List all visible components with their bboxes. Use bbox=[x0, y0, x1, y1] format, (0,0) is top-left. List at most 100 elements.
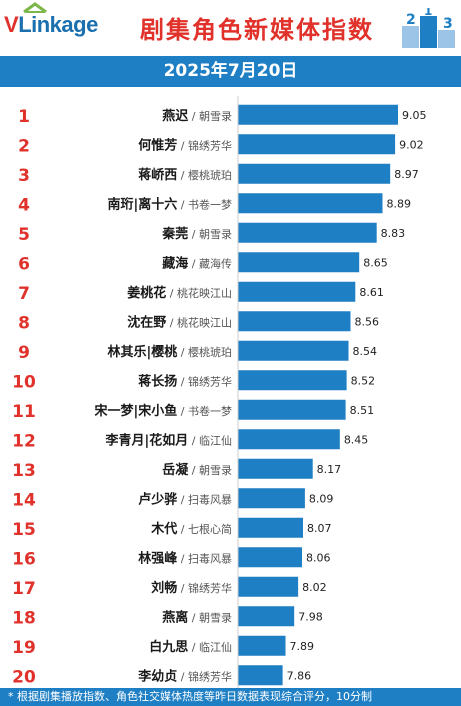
drama-name: / 朝雪录 bbox=[188, 611, 232, 624]
role-name: 秦莞 bbox=[161, 226, 188, 242]
value-label: 8.17 bbox=[317, 463, 342, 476]
rank-number: 1 bbox=[18, 107, 30, 127]
role-name: 宋一梦|宋小鱼 bbox=[94, 403, 178, 419]
value-label: 8.51 bbox=[350, 404, 375, 417]
role-label: 刘畅 / 锦绣芳华 bbox=[151, 580, 232, 596]
logo-envelope-icon bbox=[23, 2, 47, 14]
svg-text:2: 2 bbox=[406, 12, 416, 28]
role-name: 李幼贞 bbox=[137, 668, 177, 684]
bar bbox=[238, 488, 305, 509]
drama-name: / 锦绣芳华 bbox=[177, 374, 232, 388]
bar bbox=[238, 458, 313, 479]
role-label: 南珩|离十六 / 书卷一梦 bbox=[108, 196, 232, 212]
value-label: 9.02 bbox=[399, 138, 424, 151]
drama-name: / 樱桃琥珀 bbox=[177, 168, 232, 182]
bar bbox=[238, 104, 398, 125]
bar bbox=[238, 635, 286, 656]
value-label: 8.07 bbox=[307, 522, 332, 535]
footnote-text: * 根据剧集播放指数、角色社交媒体热度等昨日数据表现综合评分，10分制 bbox=[8, 690, 372, 703]
role-name: 白九思 bbox=[149, 639, 188, 655]
role-label: 卢少骅 / 扫毒风暴 bbox=[138, 491, 232, 507]
svg-text:1: 1 bbox=[424, 8, 432, 18]
role-label: 林其乐|樱桃 / 樱桃琥珀 bbox=[108, 344, 232, 360]
role-name: 刘畅 bbox=[151, 580, 177, 596]
bar bbox=[238, 281, 356, 302]
drama-name: / 锦绣芳华 bbox=[177, 581, 232, 595]
rank-number: 4 bbox=[18, 195, 30, 215]
role-name: 岳凝 bbox=[162, 462, 189, 478]
role-name: 林其乐|樱桃 bbox=[108, 344, 178, 360]
bar bbox=[238, 370, 347, 391]
rank-number: 15 bbox=[12, 520, 36, 540]
rank-number: 20 bbox=[12, 667, 36, 687]
drama-name: / 锦绣芳华 bbox=[177, 669, 232, 683]
role-name: 林强峰 bbox=[138, 550, 178, 566]
rank-number: 7 bbox=[18, 284, 30, 304]
value-label: 8.97 bbox=[394, 168, 419, 181]
header: VLinkage 剧集角色新媒体指数 2 1 3 bbox=[0, 0, 461, 56]
drama-name: / 书卷一梦 bbox=[177, 404, 232, 418]
value-label: 8.83 bbox=[381, 227, 406, 240]
logo-v: V bbox=[4, 12, 19, 37]
logo-text: Linkage bbox=[18, 12, 98, 37]
value-label: 7.98 bbox=[298, 610, 323, 623]
role-name: 南珩|离十六 bbox=[108, 196, 178, 212]
drama-name: / 扫毒风暴 bbox=[177, 552, 232, 565]
rank-number: 14 bbox=[12, 490, 36, 510]
rank-number: 19 bbox=[12, 638, 36, 658]
role-label: 沈在野 / 桃花映江山 bbox=[127, 314, 232, 330]
bar bbox=[238, 429, 340, 450]
bar bbox=[238, 576, 299, 597]
role-label: 藏海 / 藏海传 bbox=[162, 255, 232, 271]
role-label: 蒋长扬 / 锦绣芳华 bbox=[138, 373, 232, 389]
role-label: 燕迟 / 朝雪录 bbox=[162, 108, 232, 124]
role-label: 岳凝 / 朝雪录 bbox=[162, 462, 232, 478]
page-title: 剧集角色新媒体指数 bbox=[140, 16, 374, 44]
rank-number: 18 bbox=[12, 608, 36, 628]
logo: VLinkage bbox=[4, 12, 98, 38]
rank-number: 11 bbox=[12, 402, 36, 422]
role-label: 秦莞 / 朝雪录 bbox=[161, 226, 232, 242]
role-label: 林强峰 / 扫毒风暴 bbox=[138, 550, 232, 566]
role-name: 燕迟 bbox=[162, 108, 188, 124]
rank-number: 5 bbox=[18, 225, 30, 245]
value-label: 8.09 bbox=[309, 492, 334, 505]
value-label: 8.54 bbox=[353, 345, 378, 358]
bar bbox=[238, 340, 349, 361]
role-name: 藏海 bbox=[162, 255, 188, 271]
value-label: 9.05 bbox=[402, 109, 427, 122]
value-label: 8.65 bbox=[363, 256, 388, 269]
rank-number: 16 bbox=[12, 549, 36, 569]
role-label: 李青月|花如月 / 临江仙 bbox=[105, 432, 232, 448]
bar bbox=[238, 193, 383, 214]
value-label: 8.52 bbox=[351, 374, 376, 387]
rank-number: 2 bbox=[18, 136, 30, 156]
drama-name: / 藏海传 bbox=[188, 256, 232, 270]
date-bar: 2025年7月20日 bbox=[0, 56, 461, 87]
role-label: 宋一梦|宋小鱼 / 书卷一梦 bbox=[94, 403, 232, 419]
drama-name: / 临江仙 bbox=[188, 433, 232, 447]
bar bbox=[238, 311, 351, 332]
bar bbox=[238, 665, 283, 686]
drama-name: / 七根心简 bbox=[177, 522, 232, 536]
role-label: 木代 / 七根心简 bbox=[150, 521, 232, 537]
value-label: 8.89 bbox=[386, 197, 411, 210]
drama-name: / 朝雪录 bbox=[188, 228, 232, 241]
role-label: 蒋峤西 / 樱桃琥珀 bbox=[138, 167, 232, 183]
bar bbox=[238, 252, 360, 273]
bar bbox=[238, 222, 377, 243]
role-name: 蒋峤西 bbox=[138, 167, 177, 183]
bar-chart: 1 燕迟 / 朝雪录 9.05 2 何惟芳 / 锦绣芳华 9.02 3 蒋峤西 / 樱桃琥珀 8… bbox=[12, 96, 427, 688]
drama-name: / 樱桃琥珀 bbox=[177, 345, 232, 359]
bar bbox=[238, 547, 302, 568]
role-name: 何惟芳 bbox=[138, 137, 177, 153]
role-name: 沈在野 bbox=[127, 314, 166, 330]
drama-name: / 临江仙 bbox=[188, 640, 232, 654]
footnote: * 根据剧集播放指数、角色社交媒体热度等昨日数据表现综合评分，10分制 bbox=[0, 688, 461, 706]
svg-text:3: 3 bbox=[443, 16, 453, 32]
role-name: 蒋长扬 bbox=[138, 373, 177, 389]
drama-name: / 锦绣芳华 bbox=[177, 138, 232, 152]
value-label: 8.56 bbox=[354, 315, 379, 328]
rank-number: 17 bbox=[12, 579, 36, 599]
rank-number: 9 bbox=[18, 343, 30, 363]
